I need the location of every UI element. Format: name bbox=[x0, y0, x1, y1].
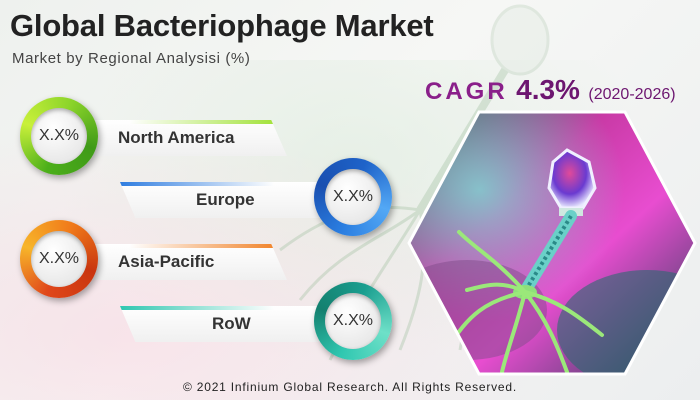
region-value-europe: X.X% bbox=[325, 169, 381, 225]
ribbon-accent-bar bbox=[120, 306, 340, 310]
region-ribbon-asia-pacific: Asia-Pacific bbox=[62, 244, 287, 280]
copyright-footer: © 2021 Infinium Global Research. All Rig… bbox=[182, 380, 518, 394]
region-label-asia-pacific: Asia-Pacific bbox=[118, 252, 215, 271]
region-label-row: RoW bbox=[212, 314, 251, 333]
ribbon-accent-bar bbox=[120, 182, 340, 186]
page-title: Global Bacteriophage Market bbox=[10, 8, 434, 43]
page-subtitle: Market by Regional Analysisi (%) bbox=[12, 50, 251, 67]
ribbon-accent-bar bbox=[62, 120, 287, 124]
cagr-value: 4.3% bbox=[516, 74, 580, 105]
region-value-asia-pacific: X.X% bbox=[31, 231, 87, 287]
region-value-north-america: X.X% bbox=[31, 108, 87, 164]
cagr-block: CAGR 4.3% (2020-2026) bbox=[425, 74, 676, 106]
bacteriophage-hexagon-image bbox=[407, 110, 697, 376]
region-circle-north-america: X.X% bbox=[20, 97, 98, 175]
region-label-north-america: North America bbox=[118, 128, 235, 147]
region-ribbon-row: RoW bbox=[120, 306, 340, 342]
ribbon-accent-bar bbox=[62, 244, 287, 248]
region-circle-asia-pacific: X.X% bbox=[20, 220, 98, 298]
region-ribbon-europe: Europe bbox=[120, 182, 340, 218]
region-value-row: X.X% bbox=[325, 293, 381, 349]
cagr-period: (2020-2026) bbox=[588, 86, 676, 103]
region-ribbon-north-america: North America bbox=[62, 120, 287, 156]
region-circle-europe: X.X% bbox=[314, 158, 392, 236]
cagr-label: CAGR bbox=[425, 78, 508, 105]
region-circle-row: X.X% bbox=[314, 282, 392, 360]
region-label-europe: Europe bbox=[196, 190, 255, 209]
